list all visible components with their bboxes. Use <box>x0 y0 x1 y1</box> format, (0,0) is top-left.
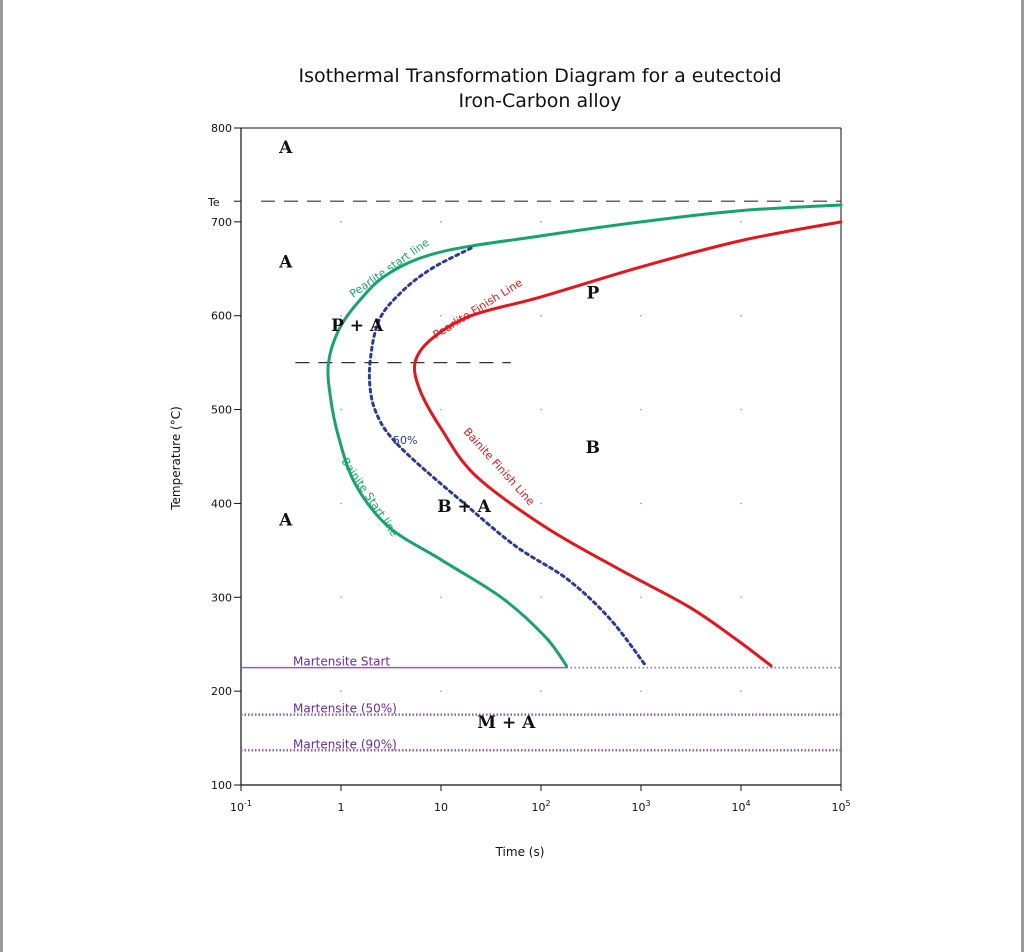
x-axis-ticks: 10-1 1 10 102 103 104 105 <box>230 785 851 814</box>
region-label: M + A <box>477 713 536 733</box>
grid-dot <box>540 314 542 317</box>
grid-dot <box>440 314 442 317</box>
grid-dot <box>340 221 342 223</box>
grid-dot <box>740 408 742 411</box>
transformation-curves <box>326 203 843 668</box>
phase-region-labels: A A A P + A B + A P B M + A <box>278 138 600 733</box>
x-tick-label: 1 <box>338 801 345 814</box>
isothermal-transformation-diagram: Isothermal Transformation Diagram for a … <box>169 65 851 859</box>
grid-dot <box>440 690 442 692</box>
fifty-percent-label: 50% <box>393 434 417 447</box>
grid-dot <box>440 408 442 411</box>
grid-dot <box>340 502 342 505</box>
te-label: Te <box>207 196 220 209</box>
y-tick-label: 100 <box>211 779 232 792</box>
x-axis-title: Time (s) <box>495 845 545 859</box>
grid-dot <box>740 596 742 599</box>
martensite-lines: Martensite Start Martensite (50%) Martensi… <box>241 655 841 752</box>
region-label: B <box>586 438 600 458</box>
grid-dot <box>640 502 642 505</box>
grid-dot <box>340 596 342 599</box>
grid-dot <box>740 502 742 505</box>
x-tick-label: 10 <box>434 801 448 814</box>
grid-dot <box>740 314 742 317</box>
y-tick-label: 700 <box>211 216 232 229</box>
grid-dot <box>440 502 442 505</box>
grid-dot <box>740 690 742 692</box>
grid-dot <box>640 596 642 599</box>
y-tick-label: 600 <box>211 310 232 323</box>
y-axis-ticks: 800 700 600 500 400 300 200 100 <box>211 122 241 792</box>
region-label: A <box>278 138 293 158</box>
y-tick-label: 200 <box>211 685 232 698</box>
martensite-label-1: Martensite (50%) <box>293 702 397 716</box>
grid-dot <box>740 221 742 223</box>
pearlite-start-label: Pearlite start line <box>347 236 432 301</box>
bainite-start-label: Bainite Start line <box>339 455 401 539</box>
y-axis-title: Temperature (°C) <box>169 406 183 511</box>
x-tick-label: 105 <box>831 799 850 814</box>
grid-dot <box>540 502 542 505</box>
grid-dot <box>540 596 542 599</box>
x-tick-label: 102 <box>531 799 550 814</box>
martensite-label-2: Martensite (90%) <box>293 737 397 751</box>
fifty-percent-curve <box>367 246 647 667</box>
grid-dot <box>640 690 642 692</box>
grid-dot <box>640 314 642 317</box>
grid-dot <box>640 408 642 411</box>
pearlite-start-curve <box>326 203 843 668</box>
martensite-label-0: Martensite Start <box>293 655 390 669</box>
grid-dot <box>540 690 542 692</box>
grid-dot <box>440 221 442 223</box>
y-tick-label: 500 <box>211 404 232 417</box>
x-tick-label: 104 <box>731 799 750 814</box>
y-tick-label: 400 <box>211 497 232 510</box>
grid-dot <box>340 314 342 317</box>
region-label: A <box>278 252 293 272</box>
grid-dot <box>340 408 342 411</box>
grid-dot <box>540 408 542 411</box>
region-label: B + A <box>437 497 491 517</box>
x-tick-label: 10-1 <box>230 799 252 814</box>
y-tick-label: 800 <box>211 122 232 135</box>
region-label: P + A <box>331 316 384 336</box>
grid-dots <box>340 221 742 692</box>
pearlite-finish-label: Pearlite Finish Line <box>431 276 525 342</box>
region-label: P <box>586 283 599 303</box>
pearlite-finish-curve <box>412 220 843 668</box>
y-tick-label: 300 <box>211 591 232 604</box>
region-label: A <box>278 510 293 530</box>
grid-dot <box>340 690 342 692</box>
chart-title-line2: Iron-Carbon alloy <box>458 90 621 112</box>
grid-dot <box>440 596 442 599</box>
grid-dot <box>540 221 542 223</box>
x-tick-label: 103 <box>631 799 650 814</box>
chart-title-line1: Isothermal Transformation Diagram for a … <box>298 65 781 87</box>
